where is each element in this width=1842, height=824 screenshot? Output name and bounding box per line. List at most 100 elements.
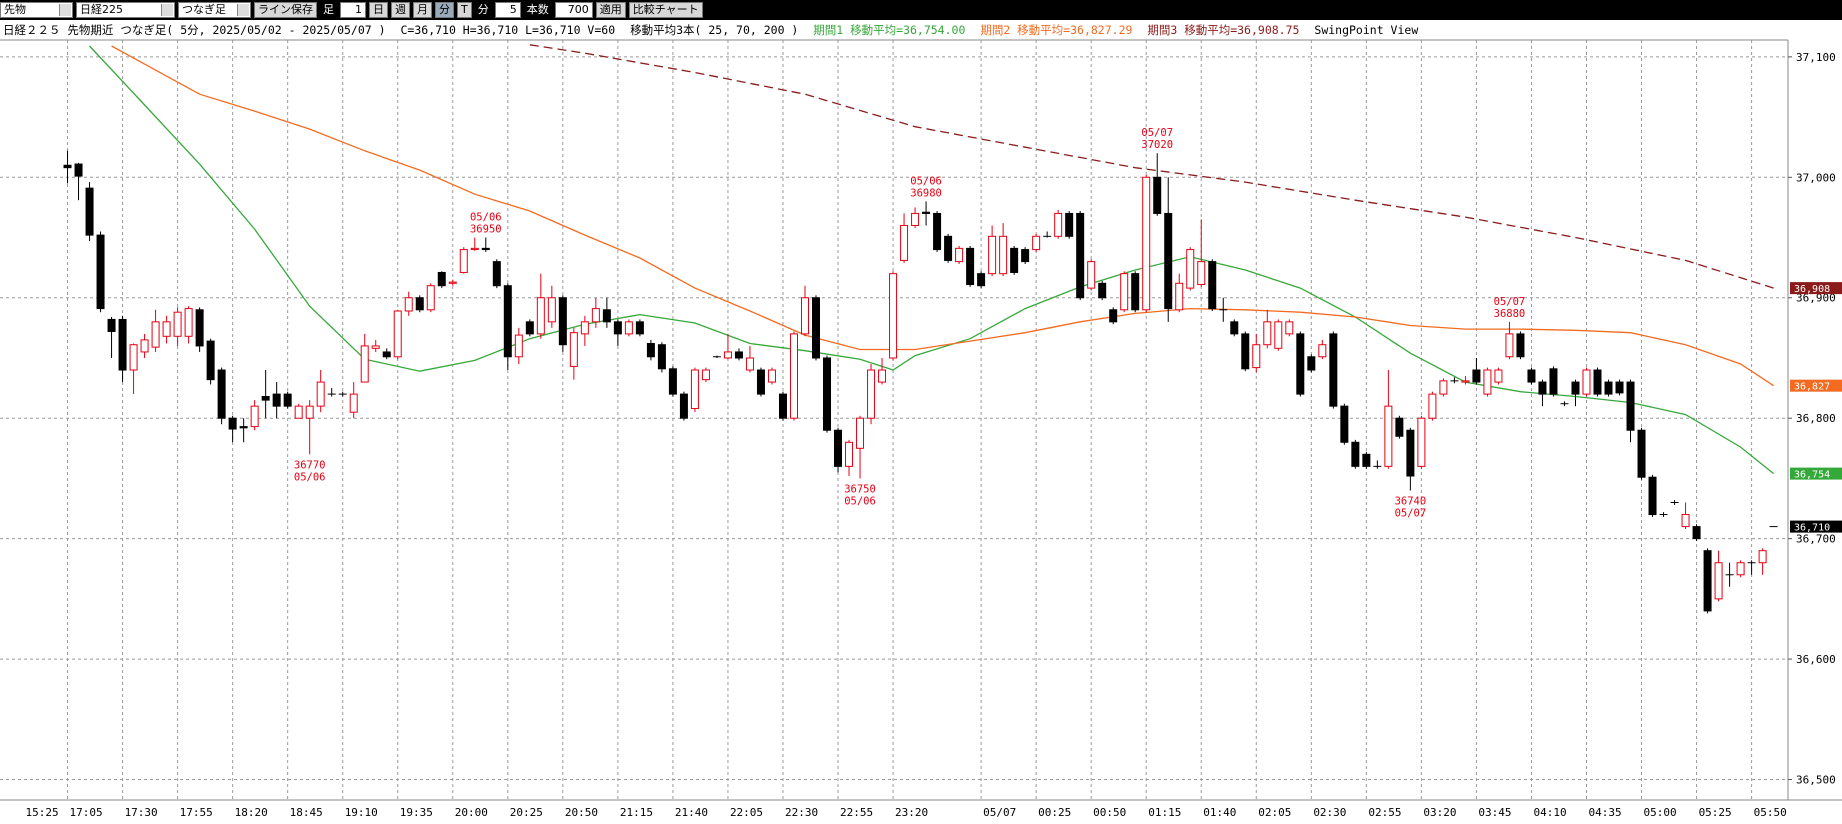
candle-body (1494, 369, 1503, 383)
candle-body (1582, 369, 1591, 395)
market-select[interactable]: 先物 (0, 2, 73, 18)
x-tick-label: 03:20 (1423, 806, 1456, 819)
candle-body (140, 339, 149, 353)
time-axis-bg (0, 801, 1842, 824)
candle-body (503, 285, 512, 358)
candle-body (305, 405, 314, 419)
toolbar: 先物 日経225 つなぎ足 ライン保存 足 1 日 週 月 分 T 分 5 本数… (0, 0, 1842, 20)
plot-area (0, 40, 1788, 800)
candle-body (1714, 562, 1723, 600)
candle-body (107, 318, 116, 332)
candle-body (856, 417, 865, 449)
candle-body (812, 297, 821, 359)
candle-body (1428, 393, 1437, 419)
candle-body (1164, 212, 1173, 310)
candle-body (1571, 381, 1580, 395)
x-tick-label: 04:35 (1588, 806, 1621, 819)
candle-body (294, 405, 303, 419)
interval-input[interactable]: 5 (494, 2, 521, 18)
x-tick-label: 19:10 (345, 806, 378, 819)
candle-body (514, 334, 523, 358)
candle-body (624, 321, 633, 335)
candle-body (1175, 282, 1184, 311)
candle-body (1527, 369, 1536, 383)
count-label: 本数 (526, 3, 549, 16)
candle-body (536, 297, 545, 335)
ma-value-box (1790, 379, 1842, 392)
swing-date: 05/07 (1141, 127, 1173, 139)
candle-body (1241, 333, 1250, 370)
candle-body (1703, 550, 1712, 612)
symbol-select[interactable]: 日経225 (76, 2, 175, 18)
candle-body (492, 261, 501, 287)
candle-body (789, 333, 798, 419)
candle-body (1076, 212, 1085, 299)
candle-body (1395, 417, 1404, 437)
ma-value-box (1790, 467, 1842, 480)
candle-body (867, 369, 876, 419)
x-tick-label: 02:55 (1368, 806, 1401, 819)
x-tick-label: 22:30 (785, 806, 818, 819)
candle-body (404, 297, 413, 312)
period-input[interactable]: 1 (340, 2, 366, 18)
x-tick-label: 20:00 (455, 806, 488, 819)
moving-average-line (529, 44, 1774, 289)
candle-body (966, 247, 975, 286)
y-tick-label: 36,700 (1796, 533, 1836, 546)
candle-body (1406, 429, 1415, 477)
month-button[interactable]: 月 (413, 2, 432, 18)
candle-body (1439, 380, 1448, 395)
candle-body (1417, 417, 1426, 467)
week-button[interactable]: 週 (391, 2, 410, 18)
moving-average-line (89, 45, 1775, 475)
ohlcv-text: C=36,710 H=36,710 L=36,710 V=60 (400, 23, 616, 37)
candle-body (316, 381, 325, 407)
candle-body (800, 297, 809, 335)
candle-body (1131, 273, 1140, 311)
candle-body (1483, 369, 1492, 395)
swing-date: 05/06 (470, 212, 502, 224)
minute-button[interactable]: 分 (435, 2, 454, 18)
candle-body (448, 281, 457, 284)
candle-body (1329, 333, 1338, 407)
x-tick-label: 22:05 (730, 806, 763, 819)
count-input[interactable]: 700 (554, 2, 593, 18)
day-button[interactable]: 日 (369, 2, 388, 18)
y-tick-label: 37,000 (1796, 171, 1836, 184)
tick-button[interactable]: T (457, 2, 472, 18)
candle-body (1230, 321, 1239, 335)
ma-value-text: 36,827 (1794, 382, 1830, 393)
x-tick-label: 05:50 (1754, 806, 1787, 819)
chart-kind-select[interactable]: つなぎ足 (178, 2, 251, 18)
save-line-button[interactable]: ライン保存 (254, 2, 317, 18)
candle-body (1549, 368, 1558, 395)
x-tick-label: 17:05 (70, 806, 103, 819)
candle-body (900, 224, 909, 261)
candle-body (1681, 514, 1690, 528)
candle-body (228, 417, 237, 430)
candle-body (1120, 273, 1129, 311)
candle-body (701, 369, 710, 381)
candle-body (1263, 321, 1272, 346)
swing-date: 05/06 (910, 175, 942, 187)
candle-body (1340, 405, 1349, 443)
candle-body (1692, 526, 1701, 540)
close-value-text: 36,710 (1794, 523, 1830, 534)
candle-body (690, 369, 699, 410)
candle-body (1472, 369, 1481, 383)
compare-button[interactable]: 比較チャート (628, 2, 703, 18)
candle-body (1615, 381, 1624, 394)
swing-price: 36740 (1395, 495, 1427, 507)
candle-body (1626, 381, 1635, 431)
candle-body (1318, 344, 1327, 358)
candle-body (613, 321, 622, 335)
swing-price: 36750 (844, 483, 876, 495)
interval-unit-label: 分 (477, 3, 489, 16)
apply-button[interactable]: 適用 (595, 2, 626, 18)
candle-body (1736, 562, 1745, 576)
candle-body (646, 343, 655, 358)
candle-body (415, 297, 424, 311)
swing-date: 05/06 (294, 471, 326, 483)
candle-body (767, 369, 776, 383)
x-tick-label: 18:45 (290, 806, 323, 819)
